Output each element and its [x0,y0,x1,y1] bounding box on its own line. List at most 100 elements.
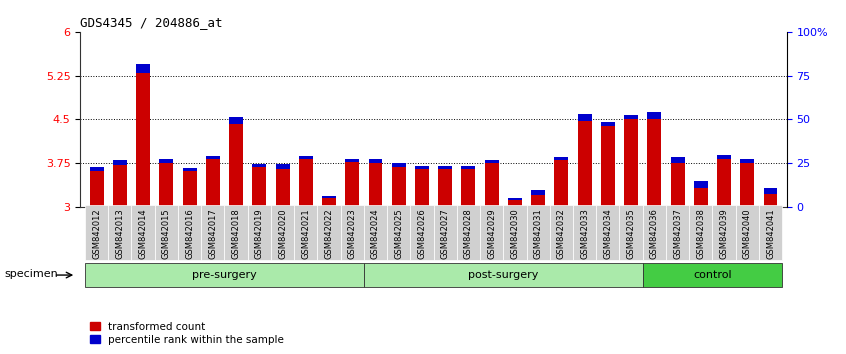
Bar [299,159,313,207]
FancyBboxPatch shape [131,205,155,260]
Bar [624,120,638,207]
Text: GSM842025: GSM842025 [394,208,404,259]
FancyBboxPatch shape [85,205,108,260]
Text: post-surgery: post-surgery [468,270,538,280]
FancyBboxPatch shape [736,205,759,260]
Text: pre-surgery: pre-surgery [192,270,257,280]
FancyBboxPatch shape [108,205,131,260]
Bar [531,189,545,195]
Bar [601,122,615,126]
Bar [113,165,127,207]
Bar [740,163,755,207]
FancyBboxPatch shape [550,205,573,260]
Bar [671,163,684,207]
Bar [647,120,662,207]
FancyBboxPatch shape [457,205,480,260]
Bar [485,160,498,163]
Bar [508,198,522,200]
Bar [159,159,173,163]
Text: GSM842028: GSM842028 [464,208,473,259]
Bar [183,171,196,207]
Bar [90,167,103,171]
Text: GSM842037: GSM842037 [673,208,682,259]
FancyBboxPatch shape [224,205,248,260]
Bar [554,158,569,160]
Text: GSM842015: GSM842015 [162,208,171,259]
Text: specimen: specimen [4,269,58,279]
Text: GSM842020: GSM842020 [278,208,287,259]
Bar [229,116,243,124]
Text: GDS4345 / 204886_at: GDS4345 / 204886_at [80,16,222,29]
FancyBboxPatch shape [294,205,317,260]
FancyBboxPatch shape [364,205,387,260]
Text: GSM842027: GSM842027 [441,208,450,259]
FancyBboxPatch shape [317,205,341,260]
Bar [671,157,684,163]
Text: GSM842022: GSM842022 [325,208,333,259]
Bar [136,73,150,207]
Bar [601,126,615,207]
FancyBboxPatch shape [364,263,643,287]
Text: GSM842040: GSM842040 [743,208,752,259]
FancyBboxPatch shape [201,205,224,260]
Text: GSM842032: GSM842032 [557,208,566,259]
Bar [461,166,475,169]
Text: GSM842014: GSM842014 [139,208,147,259]
Bar [717,159,731,207]
Text: GSM842019: GSM842019 [255,208,264,259]
Bar [764,188,777,194]
FancyBboxPatch shape [596,205,619,260]
Bar [415,169,429,207]
Bar [508,200,522,207]
Bar [392,163,406,167]
FancyBboxPatch shape [526,205,550,260]
FancyBboxPatch shape [271,205,294,260]
Bar [276,169,289,207]
Text: GSM842034: GSM842034 [603,208,613,259]
Text: GSM842013: GSM842013 [115,208,124,259]
Bar [345,159,360,161]
Bar [531,195,545,207]
FancyBboxPatch shape [573,205,596,260]
Bar [554,160,569,207]
Bar [183,168,196,171]
Bar [461,169,475,207]
Text: GSM842036: GSM842036 [650,208,659,259]
Bar [694,188,708,207]
Text: GSM842030: GSM842030 [510,208,519,259]
Bar [717,154,731,159]
Bar [438,166,452,169]
Bar [694,181,708,188]
FancyBboxPatch shape [643,263,783,287]
FancyBboxPatch shape [341,205,364,260]
Text: GSM842029: GSM842029 [487,208,496,259]
FancyBboxPatch shape [410,205,433,260]
Bar [415,166,429,169]
Bar [647,113,662,120]
Bar [206,159,220,207]
Bar [438,169,452,207]
Text: GSM842017: GSM842017 [208,208,217,259]
Bar [90,171,103,207]
Text: GSM842023: GSM842023 [348,208,357,259]
Text: GSM842039: GSM842039 [720,208,728,259]
FancyBboxPatch shape [387,205,410,260]
FancyBboxPatch shape [643,205,666,260]
Bar [369,159,382,163]
Text: GSM842024: GSM842024 [371,208,380,259]
Bar [252,164,266,167]
FancyBboxPatch shape [248,205,271,260]
Legend: transformed count, percentile rank within the sample: transformed count, percentile rank withi… [85,317,288,349]
Bar [764,194,777,207]
Text: GSM842041: GSM842041 [766,208,775,259]
Text: GSM842012: GSM842012 [92,208,102,259]
FancyBboxPatch shape [666,205,689,260]
Bar [113,160,127,165]
Bar [345,161,360,207]
FancyBboxPatch shape [433,205,457,260]
Bar [159,163,173,207]
Bar [578,121,591,207]
FancyBboxPatch shape [178,205,201,260]
Bar [392,167,406,207]
Text: GSM842038: GSM842038 [696,208,706,259]
